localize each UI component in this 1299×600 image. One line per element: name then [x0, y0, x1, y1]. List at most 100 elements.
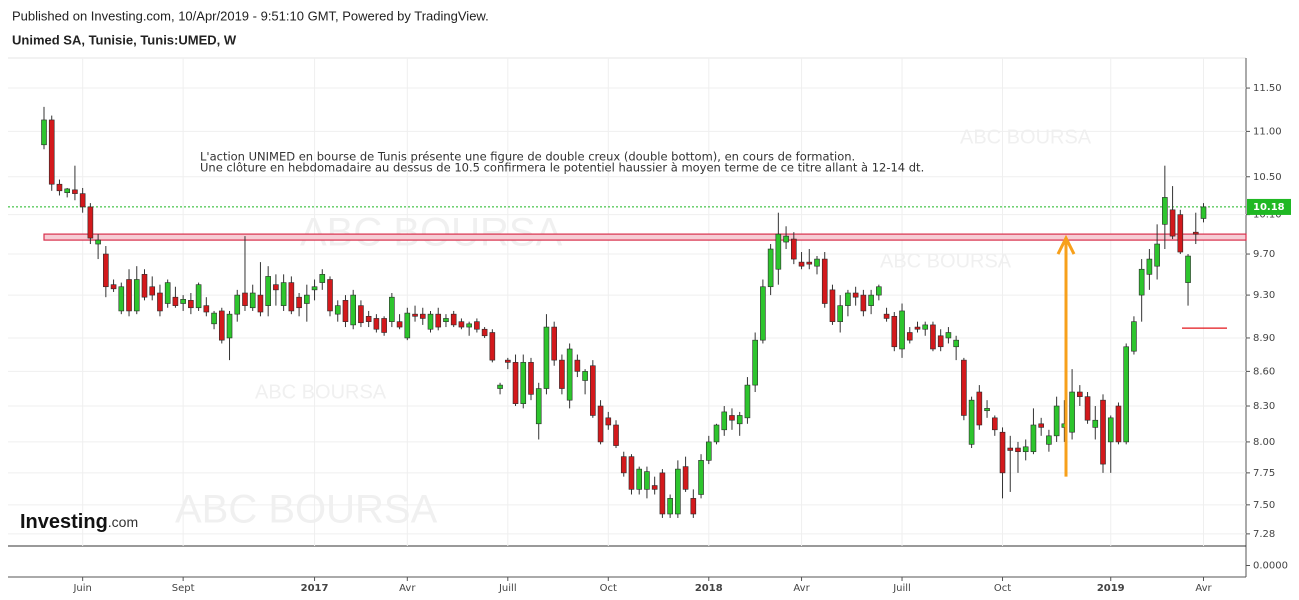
candle-body — [705, 441, 712, 461]
x-tick-label: 2018 — [695, 583, 723, 594]
candle-body — [1100, 399, 1106, 465]
candle-body — [852, 292, 859, 298]
x-tick-label: Avr — [793, 583, 810, 594]
candle-body — [234, 294, 241, 315]
candle-body — [590, 365, 596, 416]
candle-body — [481, 328, 488, 337]
candle-body — [644, 471, 650, 490]
candle-body — [551, 326, 557, 361]
y-tick-label: 11.50 — [1253, 83, 1282, 94]
candle-body — [1192, 231, 1199, 235]
candle-body — [87, 206, 94, 239]
candle-body — [999, 431, 1006, 474]
candle-body — [953, 339, 959, 348]
candle-body — [945, 332, 952, 339]
candle-body — [466, 323, 472, 328]
candle-body — [381, 318, 387, 333]
candle-body — [937, 335, 944, 348]
candle-body — [435, 313, 442, 328]
candle-body — [760, 286, 766, 341]
candle-body — [203, 305, 210, 313]
candle-body — [141, 274, 148, 298]
candle-body — [613, 424, 619, 446]
watermark: ABC BOURSA — [300, 211, 563, 255]
y-tick-label: 9.30 — [1253, 290, 1275, 301]
candle-body — [389, 296, 395, 322]
watermark: ABC BOURSA — [960, 126, 1092, 148]
candle-body — [41, 119, 47, 146]
watermark: ABC BOURSA — [255, 381, 387, 403]
candle-body — [64, 188, 70, 193]
candle-body — [358, 305, 364, 324]
candle-body — [868, 294, 874, 306]
candle-body — [767, 248, 774, 288]
candle-body — [458, 321, 465, 328]
logo: Investing.com — [20, 511, 138, 533]
candle-body — [1022, 446, 1029, 453]
candle-body — [450, 313, 457, 326]
candle-body — [1123, 346, 1129, 443]
candle-body — [968, 399, 975, 445]
candle-body — [845, 292, 851, 306]
candle-body — [1030, 424, 1037, 453]
candle-body — [636, 468, 643, 490]
candle-body — [961, 359, 967, 416]
candle-body — [883, 313, 890, 319]
candle-body — [226, 313, 233, 339]
candle-body — [837, 305, 843, 322]
candle-body — [729, 415, 735, 421]
candle-body — [350, 294, 357, 326]
candle-body — [157, 292, 163, 312]
candle-body — [1131, 321, 1137, 352]
x-tick-label: Juin — [72, 583, 91, 594]
candle-body — [242, 292, 248, 306]
candle-body — [296, 296, 302, 309]
candle-body — [1084, 396, 1091, 421]
candle-body — [582, 371, 588, 381]
candle-body — [56, 183, 63, 192]
candle-body — [497, 384, 503, 389]
candle-body — [891, 315, 898, 348]
candle-body — [211, 312, 217, 325]
candle-body — [273, 284, 279, 291]
candle-body — [195, 284, 202, 309]
candle-body — [103, 253, 109, 288]
candle-body — [682, 466, 689, 490]
candle-body — [1069, 391, 1075, 433]
candle-body — [334, 305, 341, 315]
candle-body — [172, 296, 179, 306]
candle-body — [95, 239, 101, 245]
y-tick-label: 7.50 — [1253, 500, 1275, 511]
last-price-box — [1247, 198, 1291, 215]
candle-body — [188, 300, 194, 309]
candle-body — [1138, 268, 1145, 296]
logo-suffix: .com — [108, 514, 138, 530]
candle-body — [775, 233, 782, 270]
candle-body — [72, 189, 78, 194]
candle-body — [327, 279, 333, 312]
x-tick-label: Oct — [994, 583, 1011, 594]
candle-body — [783, 235, 789, 243]
candle-body — [427, 313, 434, 330]
candle-body — [798, 261, 805, 267]
candle-body — [543, 326, 550, 389]
candle-body — [667, 498, 673, 515]
candle-body — [489, 332, 496, 361]
candle-body — [690, 498, 697, 515]
candle-body — [1092, 419, 1099, 428]
y-tick-label: 8.90 — [1253, 333, 1275, 344]
candle-body — [249, 292, 256, 309]
y-tick-label: 9.70 — [1253, 249, 1275, 260]
candle-body — [535, 388, 542, 425]
y-tick-label: 8.60 — [1253, 366, 1275, 377]
candle-body — [906, 332, 913, 341]
candle-body — [404, 312, 411, 339]
candle-body — [311, 286, 318, 291]
candle-body — [829, 289, 836, 322]
last-price-label: 10.18 — [1253, 202, 1285, 213]
candle-body — [396, 321, 403, 328]
candle-body — [736, 415, 743, 425]
candle-body — [1053, 405, 1060, 437]
candle-body — [1146, 258, 1153, 275]
candle-body — [126, 279, 132, 312]
